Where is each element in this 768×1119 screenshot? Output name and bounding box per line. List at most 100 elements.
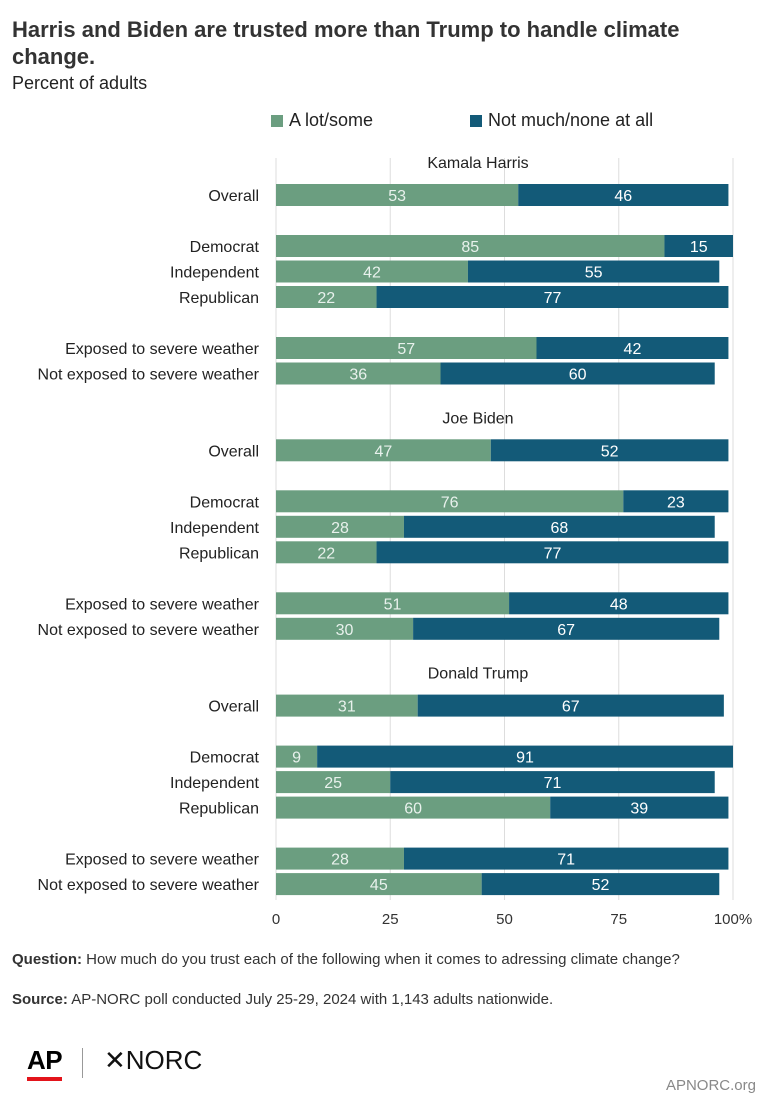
bar-segment bbox=[376, 541, 729, 564]
bar-segment bbox=[467, 260, 720, 283]
bar-segment bbox=[550, 796, 729, 819]
category-label: Overall bbox=[208, 188, 259, 205]
legend-swatch-a-lot-some bbox=[271, 114, 283, 127]
x-tick-label: 100% bbox=[714, 911, 752, 928]
category-label: Exposed to severe weather bbox=[65, 852, 260, 869]
bar-segment bbox=[490, 439, 729, 462]
data-label: 28 bbox=[331, 520, 349, 537]
data-label: 77 bbox=[544, 545, 562, 562]
legend-swatch-not-much bbox=[470, 114, 482, 127]
bar-segment bbox=[390, 771, 715, 794]
question-text: How much do you trust each of the follow… bbox=[86, 951, 680, 968]
legend-label-not-much: Not much/none at all bbox=[488, 110, 654, 130]
panel-title: Kamala Harris bbox=[427, 155, 528, 172]
data-label: 22 bbox=[317, 545, 335, 562]
category-label: Overall bbox=[208, 443, 259, 460]
bar-segment bbox=[403, 847, 729, 870]
data-label: 42 bbox=[363, 265, 381, 282]
data-label: 23 bbox=[667, 494, 685, 511]
category-label: Republican bbox=[179, 801, 259, 818]
data-label: 15 bbox=[690, 239, 708, 256]
category-label: Democrat bbox=[190, 750, 260, 767]
site-url: APNORC.org bbox=[665, 1077, 756, 1094]
data-label: 31 bbox=[338, 699, 356, 716]
question-label: Question: bbox=[12, 951, 82, 968]
data-label: 91 bbox=[516, 750, 534, 767]
data-label: 36 bbox=[349, 367, 367, 384]
data-label: 45 bbox=[370, 877, 388, 894]
category-label: Independent bbox=[170, 265, 260, 282]
bar-segment bbox=[664, 235, 733, 257]
category-label: Not exposed to severe weather bbox=[38, 622, 260, 639]
bar-segment bbox=[317, 745, 733, 768]
bar-segment bbox=[276, 771, 391, 794]
data-label: 51 bbox=[384, 596, 402, 613]
bar-segment bbox=[276, 541, 377, 564]
data-label: 48 bbox=[610, 596, 628, 613]
bar-segment bbox=[276, 745, 318, 768]
bar-segment bbox=[276, 235, 665, 257]
category-label: Republican bbox=[179, 290, 259, 307]
panel-title: Donald Trump bbox=[428, 666, 529, 683]
category-label: Democrat bbox=[190, 239, 260, 256]
legend: A lot/some Not much/none at all bbox=[0, 110, 768, 134]
question-note: Question: How much do you trust each of … bbox=[12, 950, 752, 969]
source-text: AP-NORC poll conducted July 25-29, 2024 … bbox=[71, 991, 554, 1008]
data-label: 9 bbox=[292, 750, 301, 767]
legend-item-a-lot-some: A lot/some bbox=[271, 110, 373, 131]
data-label: 46 bbox=[614, 188, 632, 205]
source-note: Source: AP-NORC poll conducted July 25-2… bbox=[12, 990, 752, 1009]
bar-segment bbox=[276, 873, 482, 896]
x-tick-label: 75 bbox=[610, 911, 627, 928]
x-tick-label: 0 bbox=[272, 911, 280, 928]
data-label: 71 bbox=[557, 852, 575, 869]
bar-segment bbox=[276, 515, 404, 538]
bar-segment bbox=[276, 337, 537, 359]
bar-segment bbox=[481, 873, 720, 896]
data-label: 71 bbox=[544, 775, 562, 792]
legend-label-a-lot-some: A lot/some bbox=[289, 110, 374, 130]
ap-logo: AP bbox=[27, 1045, 63, 1075]
category-label: Independent bbox=[170, 520, 260, 537]
bar-segment bbox=[276, 617, 414, 640]
data-label: 47 bbox=[374, 443, 392, 460]
bar-segment bbox=[376, 286, 729, 308]
bar-segment bbox=[417, 694, 724, 717]
bar-segment bbox=[276, 490, 624, 513]
data-label: 60 bbox=[569, 367, 587, 384]
bar-segment bbox=[413, 617, 720, 640]
data-label: 52 bbox=[601, 443, 619, 460]
bar-segment bbox=[276, 362, 441, 385]
stacked-bar-chart: 0 25 50 75 100% Kamala Harris Overall 53 46 Democ… bbox=[38, 155, 753, 928]
category-label: Exposed to severe weather bbox=[65, 596, 260, 613]
bar-segment bbox=[518, 184, 729, 206]
data-label: 67 bbox=[562, 699, 580, 716]
category-label: Independent bbox=[170, 775, 260, 792]
source-label: Source: bbox=[12, 991, 68, 1008]
bar-segment bbox=[276, 260, 468, 283]
data-label: 76 bbox=[441, 494, 459, 511]
data-label: 57 bbox=[397, 341, 415, 358]
bar-segment bbox=[276, 847, 404, 870]
chart-subtitle: Percent of adults bbox=[12, 73, 148, 93]
data-label: 52 bbox=[592, 877, 610, 894]
bar-segment bbox=[276, 592, 510, 615]
category-label: Overall bbox=[208, 699, 259, 716]
data-label: 60 bbox=[404, 801, 422, 818]
category-label: Democrat bbox=[190, 494, 260, 511]
data-label: 77 bbox=[544, 290, 562, 307]
category-label: Not exposed to severe weather bbox=[38, 877, 260, 894]
data-label: 55 bbox=[585, 265, 603, 282]
legend-item-not-much: Not much/none at all bbox=[470, 110, 653, 131]
panel-title: Joe Biden bbox=[442, 410, 513, 427]
data-label: 67 bbox=[557, 622, 575, 639]
x-tick-label: 25 bbox=[382, 911, 399, 928]
bar-segment bbox=[276, 694, 418, 717]
data-label: 39 bbox=[630, 801, 648, 818]
bar-segment bbox=[276, 184, 519, 206]
bar-segment bbox=[536, 337, 729, 359]
ap-logo-underline bbox=[27, 1077, 62, 1081]
bar-segment bbox=[440, 362, 715, 385]
data-label: 30 bbox=[336, 622, 354, 639]
chart-title: Harris and Biden are trusted more than T… bbox=[12, 17, 680, 69]
